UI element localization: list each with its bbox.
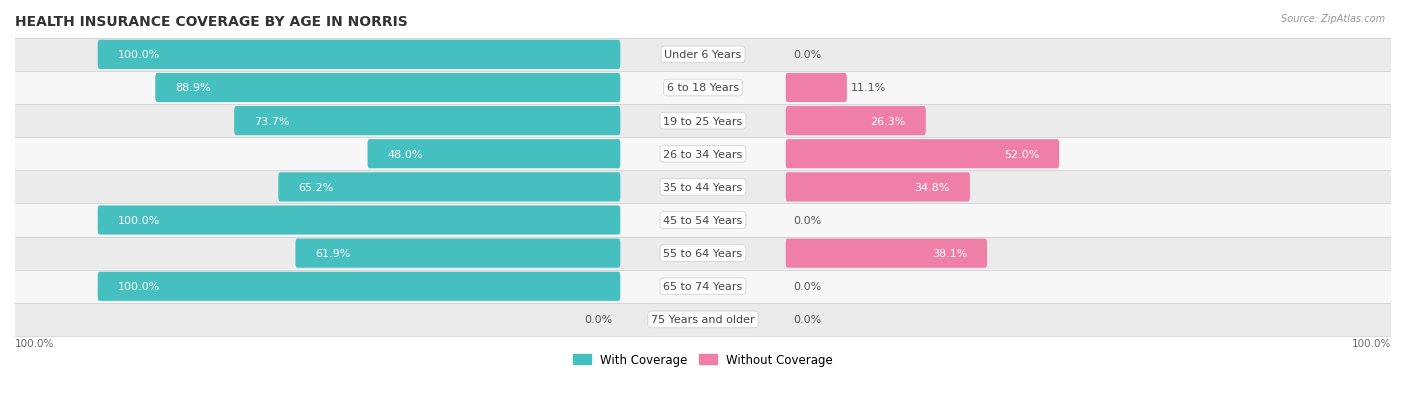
Text: 100.0%: 100.0%	[15, 338, 55, 348]
FancyBboxPatch shape	[155, 74, 620, 103]
Text: 55 to 64 Years: 55 to 64 Years	[664, 249, 742, 259]
Text: 100.0%: 100.0%	[118, 216, 160, 225]
Legend: With Coverage, Without Coverage: With Coverage, Without Coverage	[568, 349, 838, 371]
FancyBboxPatch shape	[97, 206, 620, 235]
FancyBboxPatch shape	[15, 138, 1391, 171]
FancyBboxPatch shape	[97, 272, 620, 301]
Text: 0.0%: 0.0%	[793, 50, 821, 60]
Text: 75 Years and older: 75 Years and older	[651, 315, 755, 325]
FancyBboxPatch shape	[15, 171, 1391, 204]
Text: 73.7%: 73.7%	[254, 116, 290, 126]
Text: 100.0%: 100.0%	[118, 50, 160, 60]
Text: 65 to 74 Years: 65 to 74 Years	[664, 282, 742, 292]
Text: 52.0%: 52.0%	[1004, 150, 1039, 159]
Text: 26.3%: 26.3%	[870, 116, 905, 126]
FancyBboxPatch shape	[786, 239, 987, 268]
FancyBboxPatch shape	[786, 107, 925, 136]
FancyBboxPatch shape	[15, 204, 1391, 237]
FancyBboxPatch shape	[235, 107, 620, 136]
FancyBboxPatch shape	[786, 74, 846, 103]
FancyBboxPatch shape	[15, 39, 1391, 72]
FancyBboxPatch shape	[295, 239, 620, 268]
Text: 61.9%: 61.9%	[315, 249, 350, 259]
Text: 0.0%: 0.0%	[585, 315, 613, 325]
FancyBboxPatch shape	[15, 72, 1391, 105]
FancyBboxPatch shape	[786, 140, 1059, 169]
Text: 88.9%: 88.9%	[176, 83, 211, 93]
Text: 35 to 44 Years: 35 to 44 Years	[664, 183, 742, 192]
Text: 100.0%: 100.0%	[1351, 338, 1391, 348]
FancyBboxPatch shape	[786, 173, 970, 202]
Text: 100.0%: 100.0%	[118, 282, 160, 292]
FancyBboxPatch shape	[15, 237, 1391, 270]
Text: 0.0%: 0.0%	[793, 282, 821, 292]
Text: 45 to 54 Years: 45 to 54 Years	[664, 216, 742, 225]
FancyBboxPatch shape	[15, 270, 1391, 303]
FancyBboxPatch shape	[367, 140, 620, 169]
Text: 19 to 25 Years: 19 to 25 Years	[664, 116, 742, 126]
Text: 11.1%: 11.1%	[851, 83, 886, 93]
Text: Source: ZipAtlas.com: Source: ZipAtlas.com	[1281, 14, 1385, 24]
Text: 26 to 34 Years: 26 to 34 Years	[664, 150, 742, 159]
FancyBboxPatch shape	[15, 303, 1391, 336]
Text: 38.1%: 38.1%	[932, 249, 967, 259]
FancyBboxPatch shape	[97, 40, 620, 70]
Text: 34.8%: 34.8%	[914, 183, 950, 192]
Text: Under 6 Years: Under 6 Years	[665, 50, 741, 60]
Text: 48.0%: 48.0%	[388, 150, 423, 159]
FancyBboxPatch shape	[15, 105, 1391, 138]
Text: 0.0%: 0.0%	[793, 216, 821, 225]
Text: HEALTH INSURANCE COVERAGE BY AGE IN NORRIS: HEALTH INSURANCE COVERAGE BY AGE IN NORR…	[15, 15, 408, 29]
Text: 65.2%: 65.2%	[298, 183, 333, 192]
FancyBboxPatch shape	[278, 173, 620, 202]
Text: 6 to 18 Years: 6 to 18 Years	[666, 83, 740, 93]
Text: 0.0%: 0.0%	[793, 315, 821, 325]
